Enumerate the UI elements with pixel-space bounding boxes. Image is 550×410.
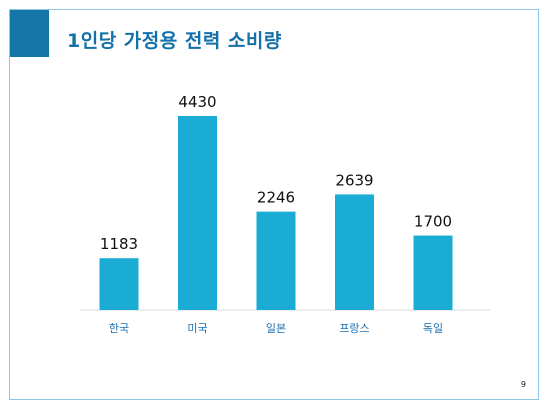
bar-1 xyxy=(178,116,217,310)
title-accent-block xyxy=(10,10,49,57)
category-label-3: 프랑스 xyxy=(339,322,369,335)
bar-0 xyxy=(99,258,139,310)
bar-3 xyxy=(335,194,374,310)
bar-value-label-3: 2639 xyxy=(335,171,373,189)
category-labels-group: 한국 미국 일본 프랑스 독일 xyxy=(109,321,443,335)
bar-4 xyxy=(413,235,453,310)
page-number: 9 xyxy=(520,380,526,389)
bar-value-label-2: 2246 xyxy=(257,189,295,207)
value-labels-group: 1183 4430 2246 2639 1700 xyxy=(100,93,452,253)
category-label-1: 미국 xyxy=(187,322,207,335)
slide: 1인당 가정용 전력 소비량 9 xyxy=(9,9,539,400)
category-label-0: 한국 xyxy=(109,322,129,335)
bar-value-label-0: 1183 xyxy=(100,235,138,253)
bar-2 xyxy=(256,211,296,310)
bars-group xyxy=(99,116,453,310)
category-label-4: 독일 xyxy=(423,321,443,335)
bar-value-label-4: 1700 xyxy=(414,213,452,231)
slide-title: 1인당 가정용 전력 소비량 xyxy=(67,30,282,52)
category-label-2: 일본 xyxy=(266,321,286,335)
bar-value-label-1: 4430 xyxy=(178,93,216,111)
